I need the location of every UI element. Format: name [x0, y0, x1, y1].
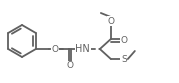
Text: O: O [51, 44, 58, 54]
Text: S: S [121, 55, 127, 63]
Text: HN: HN [76, 44, 90, 54]
Text: O: O [66, 62, 73, 70]
Text: O: O [120, 36, 127, 44]
Text: O: O [107, 17, 114, 25]
